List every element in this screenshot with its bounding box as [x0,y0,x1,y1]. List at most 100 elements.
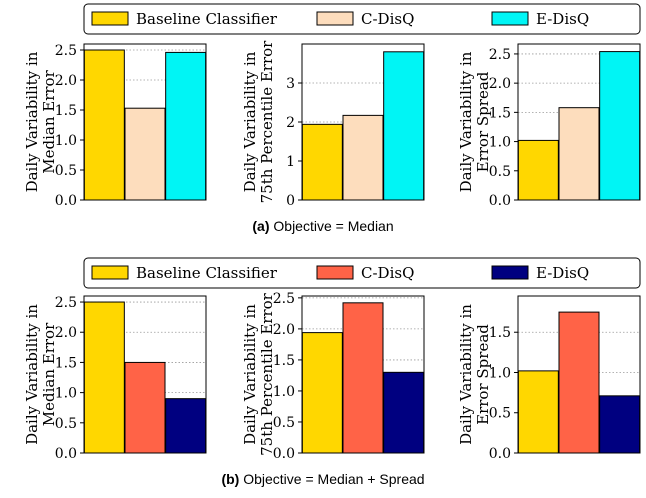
y-tick-label: 0.0 [489,446,511,462]
caption-a-text: Objective = Median [273,218,394,234]
y-axis-label-line: Error Spread [474,324,492,425]
y-tick-label: 2.5 [489,47,511,63]
y-tick-label: 0.5 [489,164,511,180]
y-tick-label: 1.0 [273,384,295,400]
legend-swatch [316,11,354,26]
caption-b: (b) Objective = Median + Spread [0,471,646,487]
y-tick-label: 1.5 [489,105,511,121]
plot-frame [517,295,641,454]
plot-frame [301,43,425,201]
y-tick-label: 2.0 [55,73,77,89]
y-axis-label-line: Daily Variability in [23,51,41,192]
y-axis-label: Daily Variability in75th Percentile Erro… [241,292,276,456]
y-tick-label: 0.5 [273,415,295,431]
legend-a: Baseline Classifier C-DisQ E-DisQ [83,3,641,35]
y-tick-label: 3 [286,76,295,92]
y-axis-label: Daily Variability inMedian Error [23,304,58,445]
y-axis-label-line: Daily Variability in [241,304,259,445]
y-axis-label-line: Median Error [40,322,58,426]
y-axis-label-line: Daily Variability in [457,304,475,445]
bar-2 [124,107,166,201]
bar-1 [83,49,125,201]
plot-frame [83,43,207,201]
bar-3 [383,51,425,201]
y-tick-label: 2.5 [55,295,77,311]
caption-a-label: (a) [252,218,270,234]
legend-label: C-DisQ [361,10,414,28]
y-tick-label: 2.5 [273,291,295,307]
y-axis-label-line: Daily Variability in [457,51,475,192]
y-tick-label: 0.5 [489,406,511,422]
y-tick-label: 2 [286,115,295,131]
y-axis-label-line: Daily Variability in [241,51,259,192]
y-axis-label: Daily Variability in75th Percentile Erro… [241,40,276,204]
y-tick-label: 0 [286,193,295,209]
y-tick-label: 2.5 [55,43,77,59]
caption-b-label: (b) [221,471,240,487]
bar-3 [165,51,207,201]
y-tick-label: 2.0 [55,325,77,341]
chart-panel-a-2: 0 1 2 3 Daily Variability in75th Percentile … [241,40,425,209]
legend-label: E-DisQ [536,10,589,28]
y-tick-label: 0.5 [55,163,77,179]
bar-2 [558,107,600,201]
y-tick-label: 1.0 [55,133,77,149]
y-tick-label: 1.5 [489,325,511,341]
bar-3 [599,395,641,454]
y-axis-label-line: Median Error [40,69,58,173]
y-axis-label: Daily Variability inError Spread [457,304,492,445]
y-axis-label-line: Daily Variability in [23,304,41,445]
y-tick-label: 0.0 [273,446,295,462]
y-axis-label: Daily Variability inMedian Error [23,51,58,192]
legend-swatch [91,11,129,26]
legend-label: Baseline Classifier [136,10,278,28]
caption-b-text: Objective = Median + Spread [243,471,425,487]
legend-swatch [491,265,529,280]
y-tick-label: 1.0 [489,135,511,151]
legend-label: E-DisQ [536,264,589,282]
y-tick-label: 0.0 [55,193,77,209]
bar-1 [83,301,125,454]
y-axis-label-line: 75th Percentile Error [258,40,276,204]
bar-1 [517,139,559,201]
y-tick-label: 0.5 [55,416,77,432]
y-tick-label: 1.0 [489,365,511,381]
y-tick-label: 2.0 [273,322,295,338]
caption-a: (a) Objective = Median [0,218,646,234]
y-tick-label: 1 [286,154,295,170]
y-tick-label: 2.0 [489,76,511,92]
bar-2 [558,311,600,454]
plot-frame [517,43,641,201]
legend-swatch [316,265,354,280]
y-axis-label: Daily Variability inError Spread [457,51,492,192]
legend-label: Baseline Classifier [136,264,278,282]
y-axis-label-line: 75th Percentile Error [258,292,276,456]
bar-3 [599,51,641,201]
legend-swatch [91,265,129,280]
bar-2 [342,302,384,454]
y-tick-label: 1.5 [55,355,77,371]
y-tick-label: 1.0 [55,386,77,402]
y-tick-label: 0.0 [55,446,77,462]
y-tick-label: 1.5 [273,353,295,369]
bar-1 [517,370,559,454]
bar-1 [301,123,343,201]
bar-3 [165,398,207,454]
bar-1 [301,332,343,454]
legend-b: Baseline Classifier C-DisQ E-DisQ [83,257,641,289]
y-tick-label: 1.5 [55,103,77,119]
y-tick-label: 0.0 [489,193,511,209]
bar-2 [124,361,166,454]
legend-swatch [491,11,529,26]
plot-frame [301,295,425,454]
y-axis-label-line: Error Spread [474,71,492,172]
bar-3 [383,371,425,454]
legend-label: C-DisQ [361,264,414,282]
bar-2 [342,114,384,201]
